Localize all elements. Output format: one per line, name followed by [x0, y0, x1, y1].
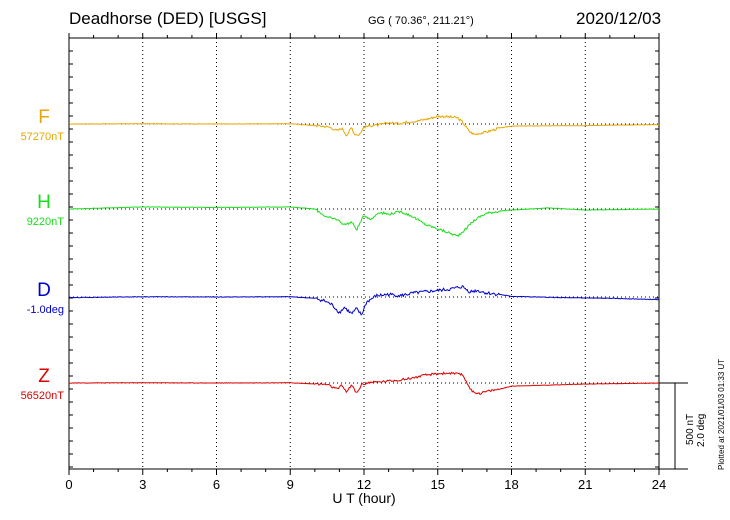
scale-deg-label: 2.0 deg — [696, 414, 707, 447]
x-tick-label: 24 — [652, 477, 666, 492]
component-letter-z: Z — [38, 366, 50, 387]
component-letter-f: F — [38, 107, 50, 128]
series-line-h — [68, 206, 660, 237]
component-letter-h: H — [37, 192, 51, 213]
x-tick-label: 6 — [213, 477, 220, 492]
series-line-z — [68, 371, 660, 395]
x-tick-label: 12 — [357, 477, 371, 492]
x-tick-label: 18 — [504, 477, 518, 492]
component-baseline-h: 9220nT — [26, 216, 64, 228]
plotted-timestamp: Plotted at 2021/01/03 01:33 UT — [717, 359, 726, 470]
component-baseline-f: 57270nT — [20, 131, 64, 143]
scale-nt-label: 500 nT — [685, 414, 696, 445]
x-tick-label: 21 — [578, 477, 592, 492]
x-tick-label: 3 — [139, 477, 146, 492]
x-axis-label: U T (hour) — [332, 490, 395, 506]
x-tick-label: 9 — [287, 477, 294, 492]
series-line-f — [69, 114, 659, 137]
series-line-d — [68, 285, 660, 316]
coordinates-label: GG ( 70.36°, 211.21°) — [368, 15, 474, 27]
component-baseline-z: 56520nT — [20, 390, 64, 402]
date-label: 2020/12/03 — [576, 9, 662, 28]
component-letter-d: D — [37, 280, 51, 301]
component-baseline-d: -1.0deg — [26, 304, 64, 316]
x-tick-label: 0 — [65, 477, 72, 492]
x-tick-label: 15 — [431, 477, 445, 492]
station-title: Deadhorse (DED) [USGS] — [69, 9, 267, 28]
